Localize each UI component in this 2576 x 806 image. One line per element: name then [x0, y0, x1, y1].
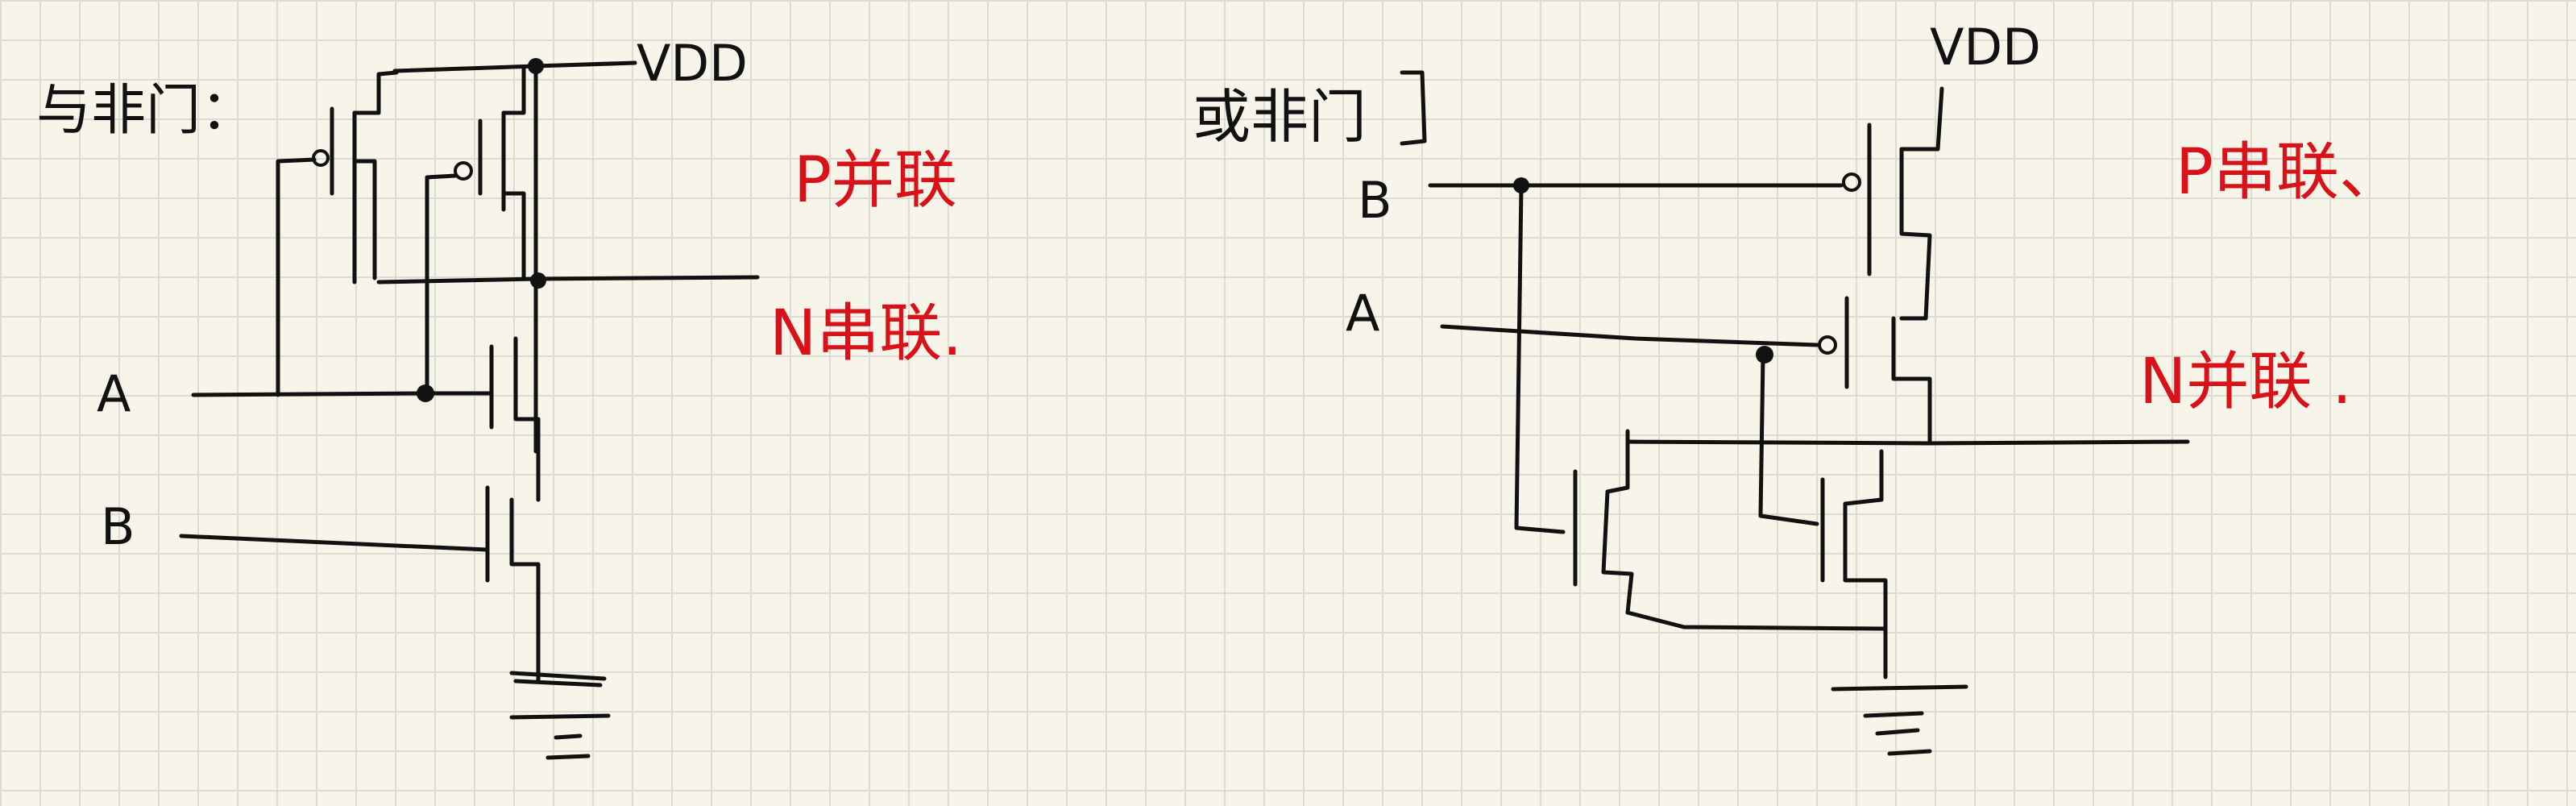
- nand-vdd-label: VDD: [637, 34, 748, 93]
- nor-input-b-label: B: [1358, 171, 1392, 230]
- nand-ground-symbol: [509, 671, 611, 760]
- nand-input-b-wire: [179, 534, 490, 552]
- nor-input-a-label: A: [1346, 284, 1379, 343]
- nor-gate-circuit: 或非门 VDD B A: [1193, 18, 2402, 756]
- nor-input-a-wire: [1440, 324, 1819, 347]
- nor-vdd-label: VDD: [1930, 18, 2041, 77]
- nor-note-n: N并联 .: [2139, 346, 2352, 418]
- nand-output-line: [376, 275, 760, 285]
- nand-output-node: [530, 272, 546, 289]
- nand-note-n: N串联.: [769, 297, 962, 370]
- nand-input-a-node: [417, 384, 434, 402]
- nor-input-a-node: [1756, 346, 1773, 364]
- nand-input-a-wire: [191, 391, 494, 397]
- nor-nmos-parallel: [1573, 429, 1888, 679]
- nor-ground-symbol: [1831, 684, 1968, 756]
- nand-title: 与非门：: [36, 79, 255, 143]
- nand-pmos-b: [425, 66, 526, 397]
- nor-title: 或非门: [1193, 83, 1367, 151]
- nand-note-p: P并联: [794, 144, 957, 217]
- nor-note-p: P串联、: [2176, 136, 2402, 209]
- nor-pmos-series: [1818, 86, 1944, 446]
- nor-output-line: [1625, 439, 2190, 446]
- nand-input-a-label: A: [97, 364, 131, 423]
- nand-pmos-a: [276, 70, 399, 397]
- nand-vdd-rail: [392, 60, 637, 73]
- nand-input-b-label: B: [101, 497, 135, 556]
- nand-gate-circuit: 与非门： VDD: [36, 34, 962, 760]
- nand-nmos-stack: [485, 336, 541, 683]
